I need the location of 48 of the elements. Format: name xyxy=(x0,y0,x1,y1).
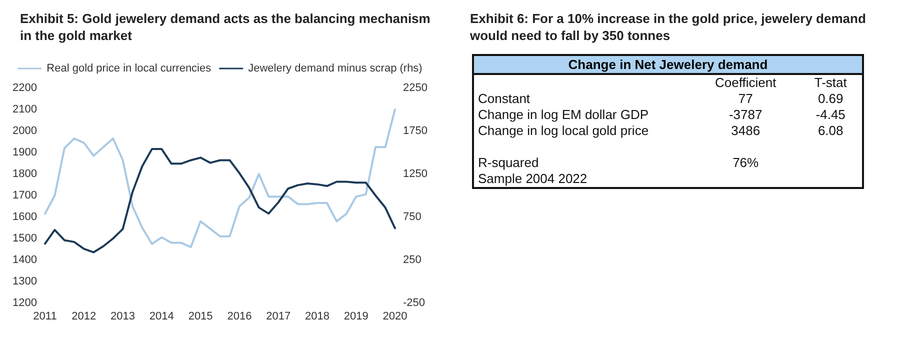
y2-tick-label: 750 xyxy=(403,211,422,223)
x-tick-label: 2016 xyxy=(227,310,252,322)
text: T-stat xyxy=(813,75,848,91)
y-tick-label: 1300 xyxy=(12,276,37,288)
chart-title: Exhibit 5: Gold jewelery demand acts as the balancing mechanism in the gold market xyxy=(20,10,432,44)
x-tick-label: 2015 xyxy=(188,310,213,322)
legend-label: Real gold price in local currencies xyxy=(46,62,212,74)
data-label: -4.45 xyxy=(814,107,846,123)
y2-tick-label: 1250 xyxy=(403,168,428,180)
y-tick-label: 1600 xyxy=(12,211,37,223)
category-label: R-squared xyxy=(477,155,540,171)
category-label: Change in log local gold price xyxy=(477,123,650,139)
y2-tick-label: 250 xyxy=(403,254,422,266)
data-label: -3787 xyxy=(728,107,764,123)
text: Change in Net Jewelery demand xyxy=(474,56,862,75)
line-series xyxy=(44,108,396,248)
text: Coefficient xyxy=(714,75,778,91)
y-tick-label: 2100 xyxy=(12,104,37,116)
x-tick-label: 2011 xyxy=(33,310,57,322)
category-label: Constant xyxy=(477,91,532,107)
x-tick-label: 2013 xyxy=(110,310,136,322)
y2-tick-label: 1750 xyxy=(403,125,428,137)
text: Exhibit 6: For a 10% increase in the gold price, jewelery demand would need to fall by 350 tonnes xyxy=(470,10,867,44)
x-tick-label: 2012 xyxy=(72,310,96,322)
y-tick-label: 1800 xyxy=(12,168,37,180)
data-label: 3486 xyxy=(730,123,762,139)
y-tick-label: 1700 xyxy=(12,190,37,202)
y-tick-label: 2000 xyxy=(12,125,37,137)
x-tick-label: 2019 xyxy=(344,310,368,322)
data-label: 77 xyxy=(737,91,754,107)
data-label: 6.08 xyxy=(816,123,844,139)
data-label: 76% xyxy=(732,155,760,171)
line-series xyxy=(44,148,396,254)
text: Sample 2004 2022 xyxy=(477,171,588,187)
data-label: 0.69 xyxy=(816,91,844,107)
y-tick-label: 1900 xyxy=(12,146,37,158)
x-tick-label: 2018 xyxy=(304,310,330,322)
y-tick-label: 1200 xyxy=(12,297,37,309)
y2-tick-label: 2250 xyxy=(403,82,428,94)
y-tick-label: 1500 xyxy=(12,232,37,244)
x-tick-label: 2014 xyxy=(149,310,174,322)
x-tick-label: 2017 xyxy=(266,310,291,322)
y-tick-label: 2200 xyxy=(12,82,37,94)
legend-label: Jewelery demand minus scrap (rhs) xyxy=(248,62,422,74)
y-tick-label: 1400 xyxy=(12,254,37,266)
x-tick-label: 2020 xyxy=(382,310,408,322)
category-label: Change in log EM dollar GDP xyxy=(477,107,650,123)
y2-tick-label: -250 xyxy=(403,297,426,309)
